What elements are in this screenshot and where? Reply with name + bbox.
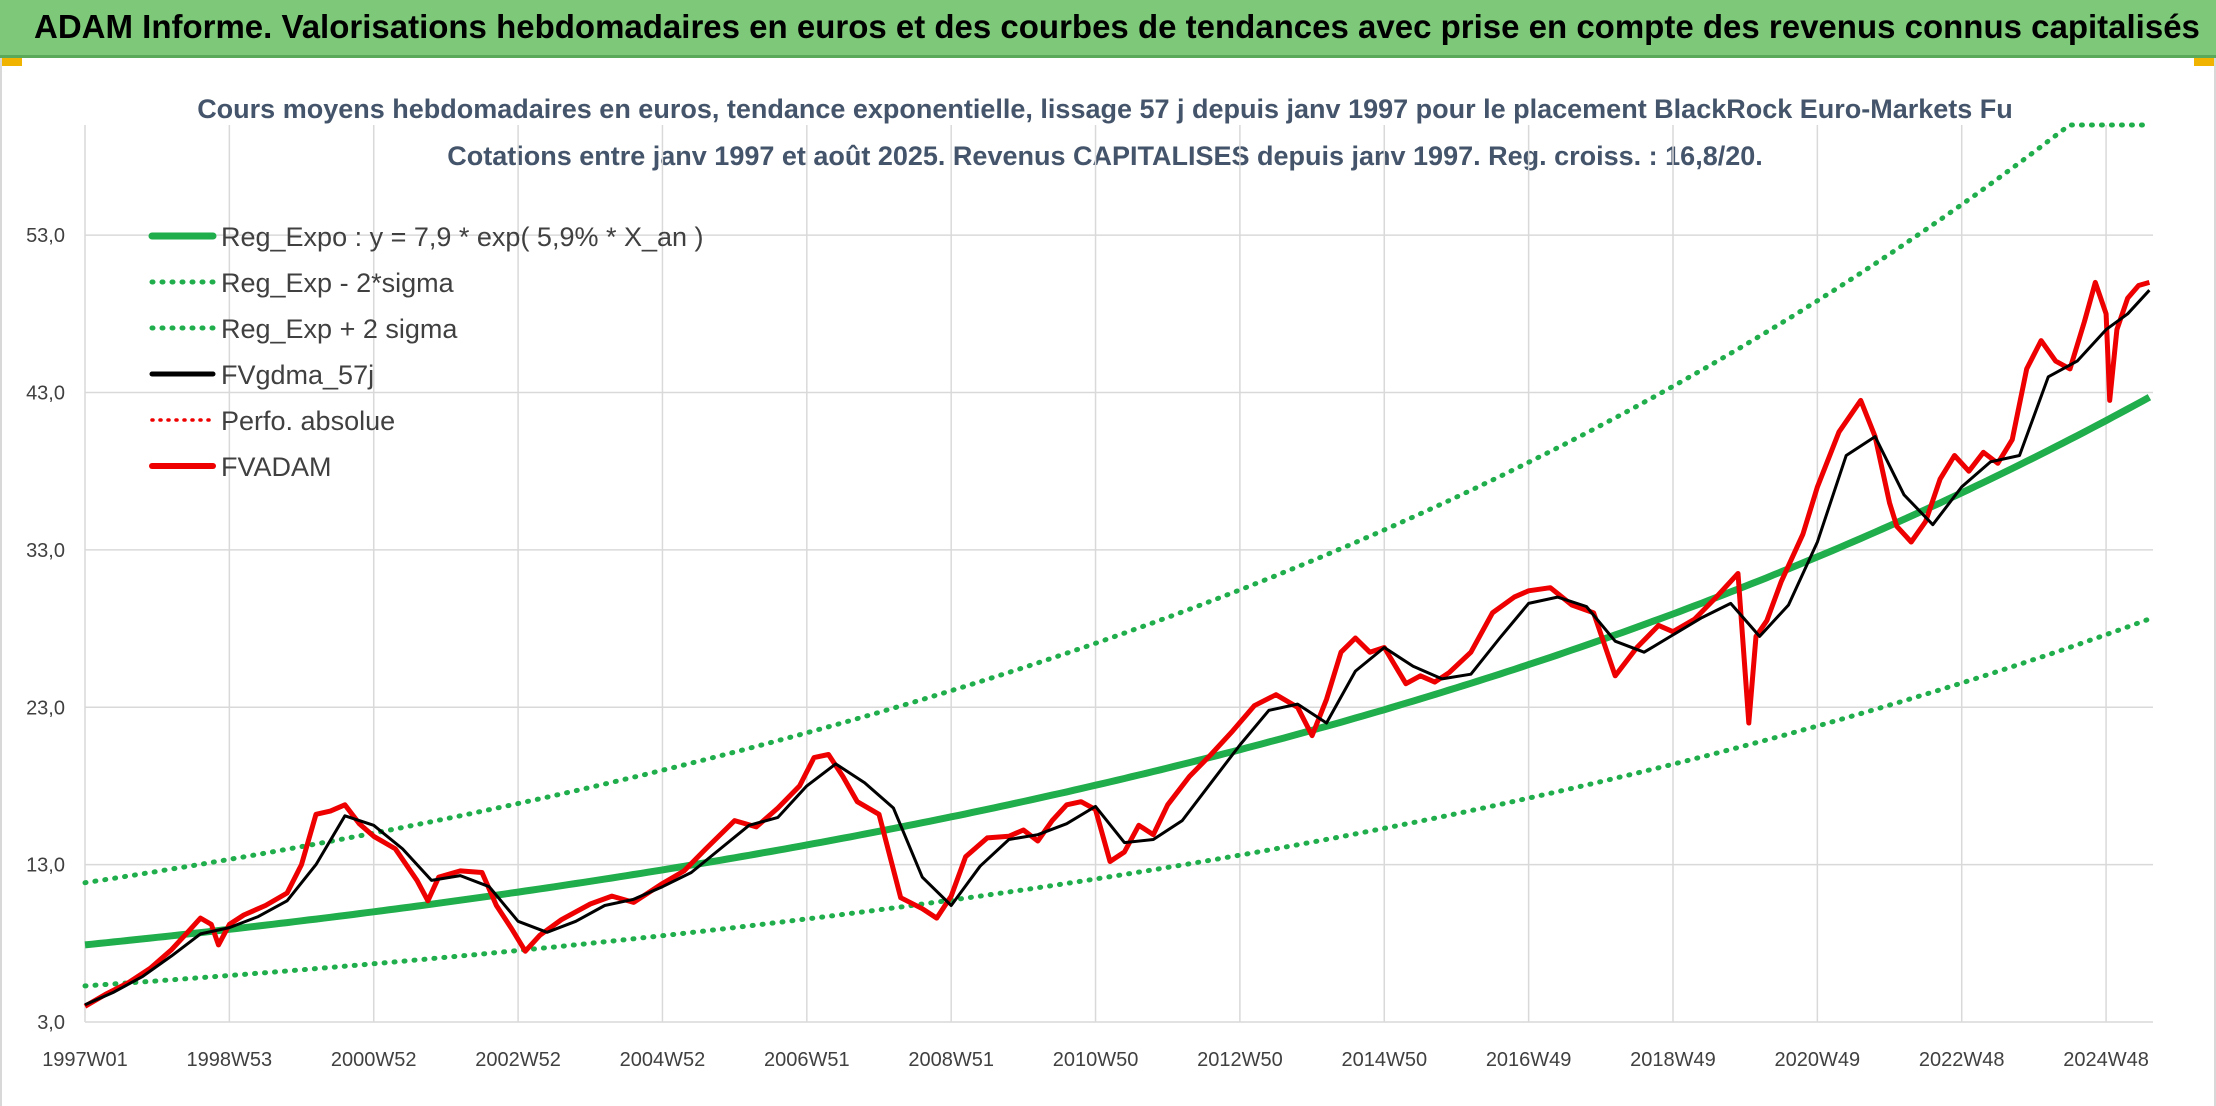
series-line-fvgdma-57j xyxy=(84,289,2151,1007)
x-tick-label: 2010W50 xyxy=(1053,1049,1139,1071)
legend-label: FVgdma_57j xyxy=(221,360,374,390)
series-line-fvadam xyxy=(83,279,2151,1009)
report-title: ADAM Informe. Valorisations hebdomadaire… xyxy=(34,8,2200,45)
series-line-reg-minus-2sigma xyxy=(82,616,2152,989)
series-lines xyxy=(82,122,2152,1009)
gridlines xyxy=(84,125,2153,1023)
report-header-bar: ADAM Informe. Valorisations hebdomadaire… xyxy=(0,0,2216,58)
x-tick-label: 2006W51 xyxy=(764,1049,850,1071)
x-tick-label: 2018W49 xyxy=(1630,1049,1716,1071)
x-tick-label: 2022W48 xyxy=(1919,1049,2005,1071)
x-tick-label: 1997W01 xyxy=(42,1049,128,1071)
y-tick-label: 53,0 xyxy=(26,225,65,247)
legend-label: Perfo. absolue xyxy=(221,406,395,436)
corner-marker-left xyxy=(0,58,22,66)
x-tick-label: 2000W52 xyxy=(331,1049,417,1071)
x-tick-label: 2004W52 xyxy=(620,1049,706,1071)
legend: Reg_Expo : y = 7,9 * exp( 5,9% * X_an ) R… xyxy=(148,222,704,482)
series-line-reg-plus-2sigma xyxy=(82,122,2152,886)
x-tick-label: 2014W50 xyxy=(1341,1049,1427,1071)
x-tick-label: 2016W49 xyxy=(1486,1049,1572,1071)
legend-label: Reg_Expo : y = 7,9 * exp( 5,9% * X_an ) xyxy=(221,222,704,252)
x-tick-label: 2012W50 xyxy=(1197,1049,1283,1071)
legend-label: Reg_Exp + 2 sigma xyxy=(221,314,458,344)
legend-label: FVADAM xyxy=(221,452,332,482)
y-tick-label: 33,0 xyxy=(26,540,65,562)
x-tick-label: 2020W49 xyxy=(1775,1049,1861,1071)
x-tick-label: 2024W48 xyxy=(2063,1049,2149,1071)
chart-frame xyxy=(0,58,2216,1106)
y-tick-label: 3,0 xyxy=(37,1012,65,1034)
y-tick-label: 13,0 xyxy=(26,855,65,877)
y-tick-label: 43,0 xyxy=(26,383,65,405)
axis-ticks: 3,0 13,0 23,0 33,0 43,0 53,0 1997W01 1998W53 200… xyxy=(26,225,2149,1071)
x-tick-label: 1998W53 xyxy=(187,1049,273,1071)
y-tick-label: 23,0 xyxy=(26,697,65,719)
chart-subtitle: Cotations entre janv 1997 et août 2025. … xyxy=(447,141,1763,171)
x-tick-label: 2008W51 xyxy=(908,1049,994,1071)
corner-marker-right xyxy=(2194,58,2216,66)
series-line-reg-expo xyxy=(84,394,2152,949)
legend-label: Reg_Exp - 2*sigma xyxy=(221,268,455,298)
x-tick-label: 2002W52 xyxy=(475,1049,561,1071)
chart-title: Cours moyens hebdomadaires en euros, ten… xyxy=(197,94,2013,124)
